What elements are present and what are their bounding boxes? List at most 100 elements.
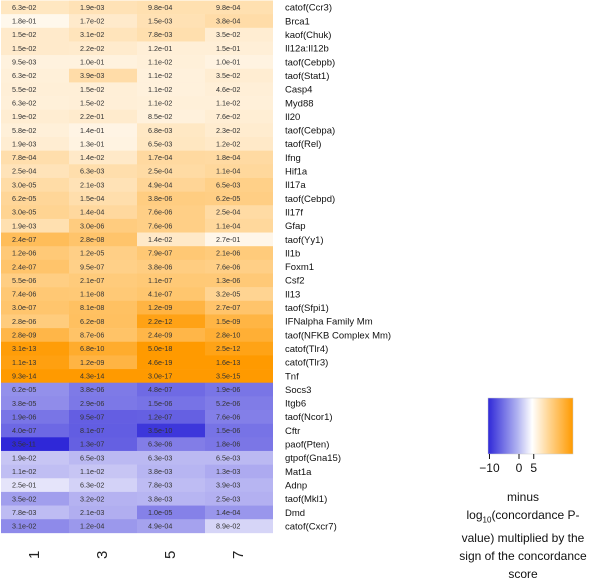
cell-value-label: 1.1e-02 <box>12 467 36 476</box>
cell-value-label: 1.5e-02 <box>12 44 36 53</box>
heatmap-cell <box>69 369 137 383</box>
cell-value-label: 7.8e-03 <box>148 30 172 39</box>
cell-value-label: 3.5e-10 <box>148 426 172 435</box>
heatmap-cell <box>1 123 69 138</box>
heatmap-cell <box>1 382 69 397</box>
heatmap-cell <box>69 218 137 233</box>
heatmap-cell <box>137 478 205 493</box>
cell-value-label: 4.9e-04 <box>148 180 172 189</box>
legend-tick-label: 0 <box>516 461 523 475</box>
row-label: Cftr <box>285 426 300 437</box>
row-label: Adnp <box>285 480 307 491</box>
cell-value-label: 1.8e-01 <box>12 17 36 26</box>
cell-value-label: 8.9e-02 <box>216 522 240 531</box>
row-label: taof(Rel) <box>285 139 321 150</box>
heatmap-cell <box>1 0 69 15</box>
heatmap-cell <box>69 82 137 97</box>
heatmap-cell <box>137 437 205 452</box>
heatmap-cell <box>137 246 205 261</box>
cell-value-label: 2.5e-04 <box>12 167 36 176</box>
heatmap-cell <box>1 423 69 438</box>
heatmap-cell <box>205 300 273 315</box>
row-label: taof(Stat1) <box>285 71 329 82</box>
heatmap-cell <box>205 314 273 329</box>
heatmap-cell <box>137 450 205 465</box>
heatmap-cell <box>1 328 69 343</box>
cell-value-label: 2.4e-09 <box>148 331 172 340</box>
heatmap-cell <box>69 478 137 493</box>
heatmap-cell <box>69 246 137 261</box>
cell-value-label: 9.5e-07 <box>80 262 104 271</box>
cell-value-label: 4.6e-19 <box>148 358 172 367</box>
heatmap-cell <box>137 177 205 192</box>
heatmap-cell <box>1 55 69 70</box>
row-label: Ifng <box>285 153 301 164</box>
cell-value-label: 1.8e-04 <box>216 153 240 162</box>
row-label: catof(Tlr4) <box>285 344 328 355</box>
heatmap-cell <box>205 232 273 247</box>
cell-value-label: 5.8e-02 <box>12 126 36 135</box>
cell-value-label: 3.0e-05 <box>12 180 36 189</box>
row-label: taof(Cebpb) <box>285 57 335 68</box>
heatmap-cell <box>205 177 273 192</box>
cell-value-label: 1.2e-07 <box>148 412 172 421</box>
row-label: Dmd <box>285 508 305 519</box>
cell-value-label: 1.9e-06 <box>12 412 36 421</box>
heatmap-cell <box>137 314 205 329</box>
cell-value-label: 6.5e-03 <box>80 453 104 462</box>
heatmap-cell <box>1 505 69 520</box>
heatmap-cell <box>1 205 69 220</box>
heatmap-cell <box>69 96 137 110</box>
cell-value-label: 3.8e-06 <box>148 262 172 271</box>
heatmap-cell <box>69 0 137 15</box>
heatmap-cell <box>137 505 205 520</box>
row-label: taof(Cebpd) <box>285 194 335 205</box>
cell-value-label: 2.8e-06 <box>12 317 36 326</box>
cell-value-label: 1.9e-03 <box>12 139 36 148</box>
heatmap-cell <box>1 259 69 274</box>
cell-value-label: 3.5e-02 <box>216 30 240 39</box>
heatmap-cell <box>137 27 205 42</box>
cell-value-label: 2.7e-07 <box>216 303 240 312</box>
cell-value-label: 4.8e-07 <box>148 385 172 394</box>
heatmap-cell <box>137 423 205 438</box>
cell-value-label: 3.1e-02 <box>12 522 36 531</box>
row-label: gtpof(Gna15) <box>285 453 341 464</box>
cell-value-label: 3.8e-06 <box>148 194 172 203</box>
cell-value-label: 2.1e-03 <box>80 508 104 517</box>
cell-value-label: 2.1e-07 <box>80 276 104 285</box>
heatmap-cell <box>69 205 137 220</box>
heatmap-cell <box>1 41 69 56</box>
row-labels: catof(Ccr3) Brca1 kaof(Chuk) Il12a:Il12b tao… <box>285 3 391 533</box>
cell-value-label: 6.2e-08 <box>80 317 104 326</box>
heatmap-cell <box>69 287 137 302</box>
row-label: Csf2 <box>285 276 305 287</box>
heatmap-cell <box>137 519 205 534</box>
heatmap-cell <box>69 464 137 479</box>
cell-value-label: 1.9e-03 <box>12 221 36 230</box>
cell-value-label: 1.9e-03 <box>80 3 104 12</box>
heatmap-cell <box>137 205 205 220</box>
heatmap-cell <box>1 232 69 247</box>
cell-value-label: 1.0e-01 <box>216 58 240 67</box>
row-label: catof(Tlr3) <box>285 358 328 369</box>
cell-value-label: 6.8e-10 <box>80 344 104 353</box>
cell-value-label: 8.7e-06 <box>80 331 104 340</box>
heatmap-cell <box>69 150 137 165</box>
cell-value-label: 7.6e-06 <box>148 208 172 217</box>
row-label: Il17a <box>285 180 306 191</box>
row-label: taof(Yy1) <box>285 235 324 246</box>
heatmap-cell <box>137 82 205 97</box>
heatmap-cell <box>137 55 205 70</box>
heatmap-cell <box>137 300 205 315</box>
row-label: IFNalpha Family Mm <box>285 317 373 328</box>
cell-value-label: 7.9e-07 <box>148 249 172 258</box>
row-label: taof(Mkl1) <box>285 494 327 505</box>
heatmap-cell <box>69 341 137 356</box>
cell-value-label: 1.0e-05 <box>148 508 172 517</box>
heatmap-cell <box>69 382 137 397</box>
heatmap-cell <box>205 96 273 110</box>
heatmap-cell <box>1 68 69 83</box>
cell-value-label: 1.2e-05 <box>80 249 104 258</box>
heatmap-cell <box>137 68 205 83</box>
